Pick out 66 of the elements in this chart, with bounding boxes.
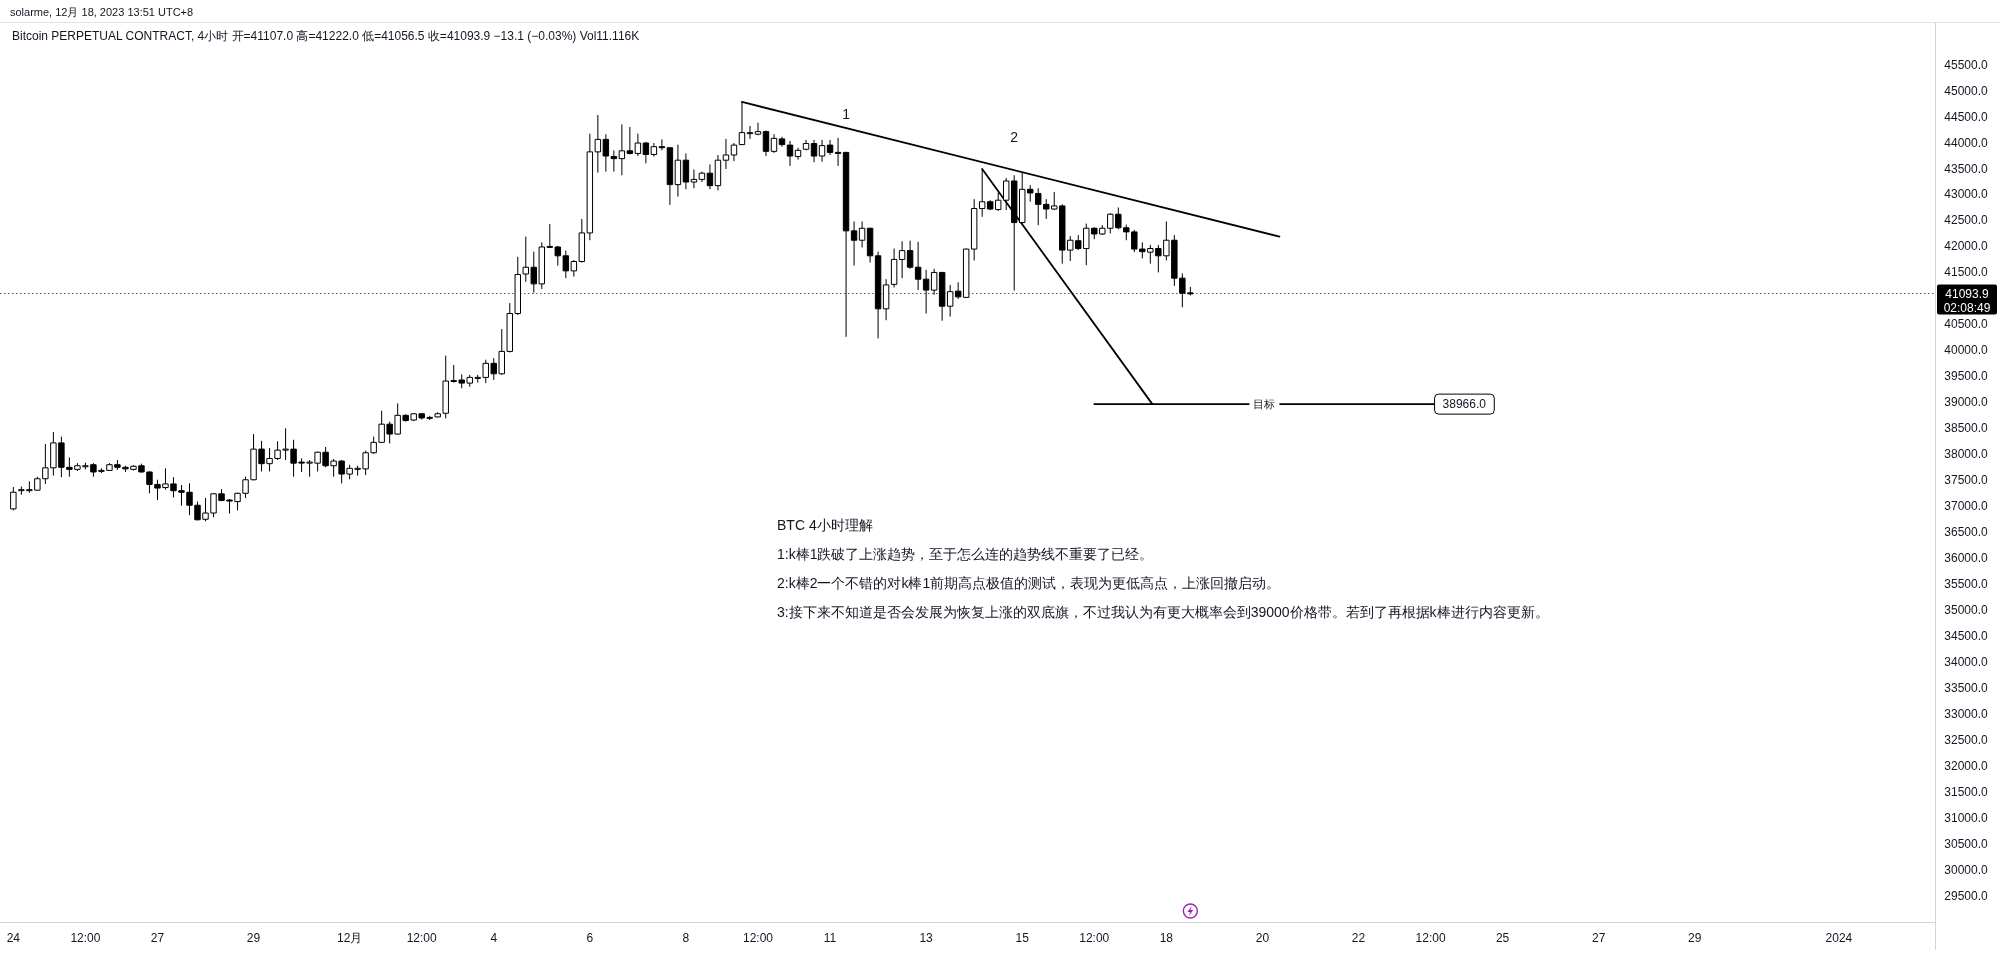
y-tick-label: 36500.0: [1944, 525, 1988, 540]
y-tick-label: 32000.0: [1944, 759, 1988, 774]
y-tick-label: 37000.0: [1944, 499, 1988, 514]
y-tick-label: 33500.0: [1944, 681, 1988, 696]
y-tick-label: 33000.0: [1944, 707, 1988, 722]
x-tick-label: 13: [919, 931, 933, 945]
x-tick-label: 6: [586, 931, 594, 945]
y-tick-label: 36000.0: [1944, 551, 1988, 566]
annotation: 2: [1010, 129, 1019, 146]
y-tick-label: 35500.0: [1944, 577, 1988, 592]
x-tick-label: 12:00: [1415, 931, 1446, 945]
y-tick-label: 34000.0: [1944, 655, 1988, 670]
y-tick-label: 41500.0: [1944, 265, 1988, 280]
x-tick-label: 8: [682, 931, 690, 945]
x-tick-label: 12:00: [742, 931, 773, 945]
title: Bitcoin PERPETUAL CONTRACT, 4小时 开=41107.0 高=41222.0 低=41056.5 收=41093.9 −13.1 (−0.03%) Vol11.116K: [12, 29, 640, 43]
y-tick-label: 43000.0: [1944, 187, 1988, 202]
x-tick-label: 29: [246, 931, 261, 945]
x-tick-label: 12:00: [406, 931, 437, 945]
x-tick-label: 12:00: [70, 931, 101, 945]
y-tick-label: 38500.0: [1944, 421, 1988, 436]
subtitle: solarme, 12月 18, 2023 13:51 UTC+8: [10, 6, 194, 18]
value-label: 38966.0: [1434, 393, 1495, 415]
annotation: 1: [842, 105, 850, 122]
x-tick-label: 15: [1015, 931, 1029, 945]
y-tick-label: 45000.0: [1944, 83, 1988, 98]
note: BTC 4小时理解: [777, 517, 873, 533]
y-tick-label: 35000.0: [1944, 603, 1988, 618]
y-tick-label: 30500.0: [1944, 837, 1988, 852]
x-tick-label: 24: [6, 931, 20, 945]
x-tick-label: 27: [1592, 931, 1606, 945]
note: 3:接下来不知道是否会发展为恢复上涨的双底旗，不过我认为有更大概率会到39000价格带。若到了再根据k棒进行内容更新。: [777, 604, 1549, 620]
y-tick-label: 29500.0: [1944, 889, 1988, 903]
series-label: 目标: [1253, 398, 1276, 411]
y-tick-label: 44500.0: [1944, 109, 1988, 124]
y-tick-label: 31000.0: [1944, 811, 1988, 826]
x-tick-label: 25: [1495, 931, 1510, 945]
y-tick-label: 30000.0: [1944, 863, 1988, 878]
x-tick-label: 11: [823, 931, 837, 945]
data-label: 38966.0: [1442, 397, 1487, 412]
y-tick-label: 31500.0: [1944, 785, 1988, 800]
note: 2:k棒2一个不错的对k棒1前期高点极值的测试，表现为更低高点，上涨回撤启动。: [777, 575, 1281, 591]
y-tick-label: 39000.0: [1944, 395, 1988, 410]
y-tick-label: 44000.0: [1944, 135, 1988, 150]
y-tick-label: 42000.0: [1944, 239, 1988, 254]
y-tick-label: 40500.0: [1944, 317, 1988, 332]
series-name: 目标: [1249, 397, 1280, 412]
x-tick-label: 4: [490, 931, 498, 945]
y-tick-label: 42500.0: [1944, 213, 1988, 228]
y-tick-label: 45500.0: [1944, 57, 1988, 72]
x-tick-label: 12月: [336, 931, 363, 945]
x-tick-label: 18: [1159, 931, 1173, 945]
y-tick-label: 38000.0: [1944, 447, 1988, 462]
x-tick-label: 22: [1351, 931, 1366, 945]
y-tick-label: 37500.0: [1944, 473, 1988, 488]
y-tick-label: 34500.0: [1944, 629, 1988, 644]
x-tick-label: 12:00: [1079, 931, 1110, 945]
x-tick-label: 2024: [1825, 931, 1853, 945]
y-tick-label: 32500.0: [1944, 733, 1988, 748]
x-tick-label: 27: [150, 931, 165, 945]
x-tick-label: 20: [1255, 931, 1270, 945]
note: 1:k棒1跌破了上涨趋势，至于怎么连的趋势线不重要了已经。: [777, 546, 1154, 562]
y-tick-label: 40000.0: [1944, 343, 1988, 358]
y-tick-label: 39500.0: [1944, 369, 1988, 384]
x-tick-label: 29: [1688, 931, 1702, 945]
y-tick-label: 43500.0: [1944, 161, 1988, 176]
